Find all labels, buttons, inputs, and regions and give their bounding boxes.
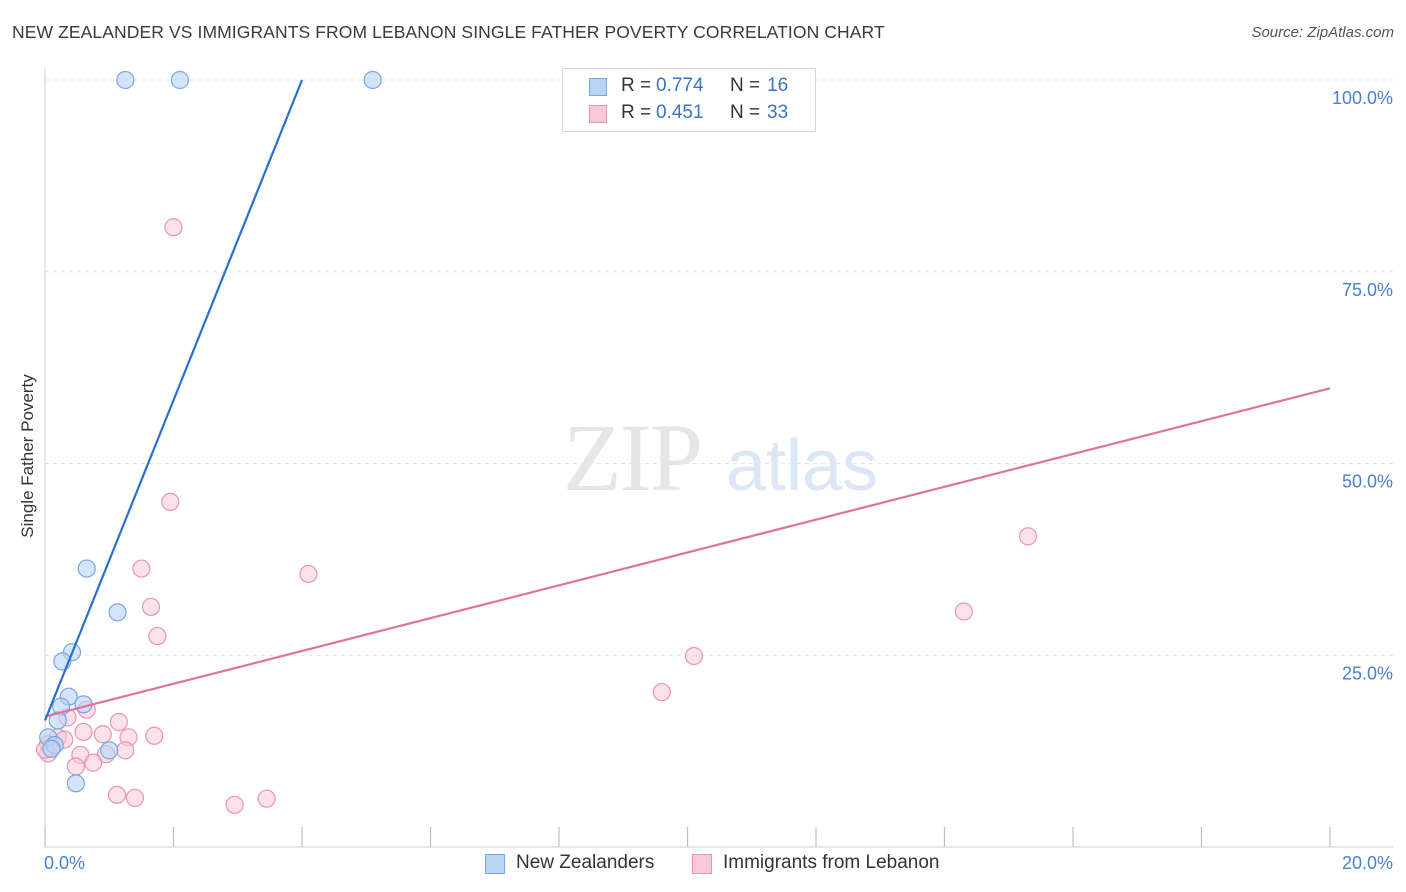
lebanon-point: [84, 753, 103, 772]
new-zealander-point: [42, 739, 61, 758]
lebanon-point: [148, 626, 167, 646]
n-label: N =: [730, 102, 761, 123]
axis-layer: [44, 68, 1393, 848]
lebanon-point: [109, 712, 128, 732]
y-tick-label: 50.0%: [1342, 472, 1393, 492]
correlation-legend: R = 0.774 N = 16 R = 0.451 N = 33: [562, 68, 816, 132]
lebanon-point: [225, 795, 244, 814]
y-tick-label: 25.0%: [1342, 663, 1393, 683]
new-zealander-points: [39, 70, 382, 793]
lebanon-point: [116, 741, 135, 760]
lebanon-point: [141, 597, 161, 617]
source-label: Source: ZipAtlas.com: [1251, 24, 1394, 41]
new-zealander-point: [108, 603, 127, 622]
lebanon-point: [132, 559, 151, 578]
r-value: 0.774: [656, 75, 704, 96]
n-value: 16: [767, 75, 789, 96]
lebanon-point: [125, 788, 145, 808]
y-tick-label: 75.0%: [1342, 280, 1393, 300]
new-zealander-point: [100, 741, 119, 760]
chart-title: NEW ZEALANDER VS IMMIGRANTS FROM LEBANON…: [12, 22, 885, 42]
lebanon-points: [35, 70, 1038, 814]
lebanon-point: [1018, 527, 1038, 546]
n-label: N =: [730, 75, 761, 96]
r-label: R =: [621, 75, 652, 96]
r-value: 0.451: [656, 102, 704, 123]
n-value: 33: [767, 102, 789, 123]
lebanon-point: [107, 785, 127, 804]
lebanon-point: [93, 725, 112, 744]
lebanon-point: [164, 218, 183, 237]
new-zealander-point: [48, 711, 67, 730]
blue-swatch: [589, 78, 607, 96]
lebanon-point: [299, 564, 318, 584]
lebanon-point: [161, 492, 180, 511]
lebanon-point: [145, 726, 164, 745]
pink-swatch: [692, 854, 712, 874]
grid-layer: [45, 79, 1393, 656]
lebanon-point: [66, 757, 85, 776]
lebanon-point: [684, 646, 704, 666]
pink-swatch: [589, 105, 607, 123]
new-zealander-point: [116, 70, 135, 90]
r-label: R =: [621, 102, 652, 123]
new-zealander-point: [66, 774, 85, 793]
tick-labels: 25.0% 50.0% 75.0% 100.0% 0.0% 20.0%: [44, 88, 1393, 873]
watermark-zip: ZIP: [563, 404, 701, 511]
x-tick-label-min: 0.0%: [44, 853, 85, 873]
watermark-atlas: atlas: [726, 426, 878, 506]
trend-lines: [43, 79, 1331, 721]
blue-swatch: [485, 854, 505, 874]
new-zealander-point: [170, 70, 190, 90]
new-zealander-point: [77, 559, 96, 578]
legend-label: New Zealanders: [516, 852, 655, 873]
x-tick-label-max: 20.0%: [1342, 853, 1393, 873]
lebanon-point: [257, 789, 276, 808]
lebanon-point: [74, 722, 93, 742]
lebanon-point: [954, 602, 973, 621]
legend-label: Immigrants from Lebanon: [723, 852, 940, 873]
lebanon-trend-line: [44, 387, 1331, 718]
lebanon-point: [652, 682, 671, 702]
new-zealander-trend-line: [43, 79, 304, 721]
y-tick-label: 100.0%: [1332, 88, 1393, 108]
new-zealander-point: [363, 70, 382, 90]
